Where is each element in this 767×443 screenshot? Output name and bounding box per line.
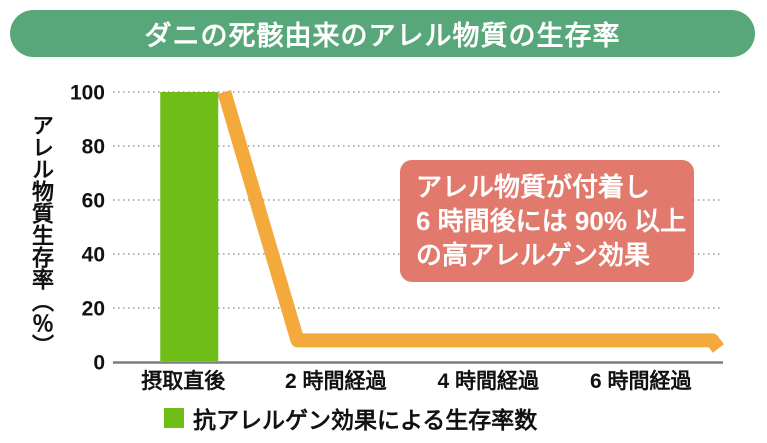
y-tick-label: 80 — [82, 136, 105, 159]
survival-bar — [160, 92, 219, 361]
y-axis-title: アレル物質生存率（％） — [29, 114, 54, 356]
legend-swatch-icon — [164, 408, 184, 428]
legend-label: 抗アレルゲン効果による生存率数 — [193, 407, 538, 433]
annotation-line: 6 時間後には 90% 以上 — [416, 205, 687, 236]
y-tick-label: 0 — [93, 352, 105, 375]
title-banner: ダニの死骸由来のアレル物質の生存率 — [10, 10, 755, 57]
x-axis-label: 摂取直後 — [141, 369, 226, 393]
y-tick-label: 20 — [82, 298, 105, 321]
x-axis-label: 2 時間経過 — [285, 369, 388, 393]
y-tick-label: 60 — [82, 190, 105, 213]
y-tick-label: 100 — [70, 82, 105, 105]
page-title: ダニの死骸由来のアレル物質の生存率 — [144, 21, 621, 51]
legend: 抗アレルゲン効果による生存率数 — [164, 401, 537, 435]
x-axis-label: 6 時間経過 — [590, 369, 693, 393]
annotation-line: の高アレルゲン効果 — [416, 239, 651, 270]
y-tick-label: 40 — [82, 244, 105, 267]
annotation-box: アレル物質が付着し 6 時間後には 90% 以上 の高アレルゲン効果 — [400, 160, 694, 282]
annotation-line: アレル物質が付着し — [416, 172, 651, 202]
x-axis-label: 4 時間経過 — [437, 369, 540, 393]
allergen-survival-line — [217, 90, 724, 353]
